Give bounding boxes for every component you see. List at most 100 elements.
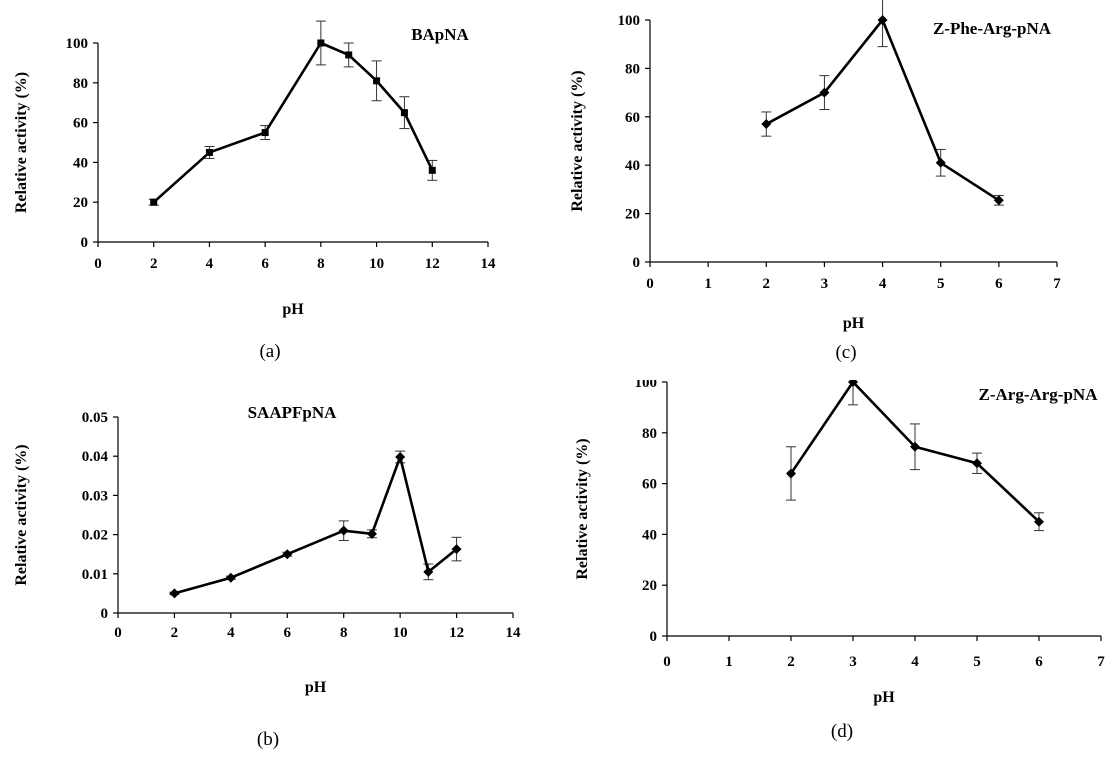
x-tick-label: 0 [114,625,122,641]
x-tick-label: 7 [1053,276,1061,292]
y-tick-label: 20 [73,195,88,211]
data-point [819,87,830,98]
x-tick-label: 6 [995,276,1003,292]
chart-b-svg: 0 0.01 0.02 0.03 0.04 0.05 0 2 4 6 8 10 12 14 SAAPFpNA… [13,403,522,750]
y-tick-label: 60 [73,116,88,132]
x-tick-label: 3 [821,276,829,292]
series-label: Z-Phe-Arg-pNA [933,19,1052,38]
x-tick-label: 10 [369,256,384,272]
x-tick-label: 0 [663,654,671,670]
x-tick-label: 12 [449,625,464,641]
data-point [877,15,888,25]
x-tick-label: 2 [150,256,158,272]
y-tick-label: 80 [625,61,640,77]
data-point [1034,516,1044,527]
chart-c-svg: 0 20 40 60 80 100 0 1 2 3 4 5 6 7 Z-Phe-Arg-pNA pH Relat… [569,0,1061,363]
data-point [428,166,436,174]
y-tick-label: 100 [66,36,89,52]
x-axis-label: pH [305,679,327,696]
x-tick-label: 2 [171,625,179,641]
data-point [400,109,408,117]
data-point [366,528,377,539]
data-point [205,148,213,156]
x-axis-label: pH [282,301,304,318]
y-tick-label: 100 [635,380,658,391]
data-point [261,129,269,137]
x-tick-label: 4 [911,654,919,670]
x-tick-label: 1 [704,276,712,292]
data-point [761,119,772,130]
x-tick-label: 7 [1097,654,1105,670]
x-tick-label: 14 [506,625,522,641]
data-point [395,451,406,462]
y-axis-label: Relative activity (%) [13,72,30,213]
y-tick-label: 80 [73,76,88,92]
data-point [423,566,434,577]
x-tick-label: 6 [284,625,292,641]
y-tick-label: 40 [642,527,657,543]
data-point [225,572,236,583]
chart-panel-a: 0 20 40 60 80 100 0 2 4 6 8 10 12 14 BApNA pH Relative a… [0,0,560,380]
data-point [338,525,349,536]
y-tick-label: 80 [642,426,657,442]
data-point [993,195,1004,206]
x-tick-label: 6 [1035,654,1043,670]
x-tick-label: 4 [206,256,214,272]
chart-d-svg: 0 20 40 60 80 100 0 1 2 3 4 5 6 7 Z-Arg-Arg-pNA pH Relat… [574,358,1105,742]
x-tick-label: 1 [725,654,733,670]
series-line [174,455,458,595]
y-tick-label: 0 [650,629,658,645]
x-axis-label: pH [843,315,865,332]
y-axis-label: Relative activity (%) [574,438,591,579]
y-tick-label: 0 [101,606,109,622]
data-point [935,157,946,168]
y-axis-label: Relative activity (%) [13,444,30,585]
y-tick-label: 0.05 [82,410,108,426]
data-point [786,468,796,479]
panel-caption: (d) [831,721,853,742]
x-tick-label: 0 [94,256,102,272]
x-tick-label: 12 [425,256,440,272]
y-tick-label: 60 [642,477,657,493]
data-point [373,77,381,85]
chart-panel-c: 0 20 40 60 80 100 0 1 2 3 4 5 6 7 Z-Phe-Arg-pNA pH Relat… [560,0,1120,380]
y-tick-label: 0 [81,235,89,251]
x-tick-label: 4 [879,276,887,292]
data-point [848,377,858,387]
x-tick-label: 5 [973,654,981,670]
panel-caption: (c) [835,342,856,363]
x-tick-label: 2 [763,276,771,292]
chart-a-svg: 0 20 40 60 80 100 0 2 4 6 8 10 12 14 BApNA pH Relative a… [13,20,497,362]
series-label: SAAPFpNA [248,403,338,422]
y-tick-label: 0.03 [82,488,108,504]
y-tick-label: 60 [625,110,640,126]
chart-panel-b: 0 0.01 0.02 0.03 0.04 0.05 0 2 4 6 8 10 12 14 SAAPFpNA… [0,380,560,760]
x-tick-label: 5 [937,276,945,292]
y-tick-label: 100 [618,13,641,29]
panel-caption: (b) [257,729,279,750]
y-axis-label: Relative activity (%) [569,70,586,211]
y-tick-label: 40 [73,155,88,171]
x-axis-label: pH [873,689,895,706]
data-point [345,51,353,59]
data-point [282,549,293,560]
x-tick-label: 6 [261,256,269,272]
y-tick-label: 40 [625,158,640,174]
y-tick-label: 0.04 [82,449,109,465]
data-point [169,588,180,599]
panel-caption: (a) [259,341,280,362]
x-tick-label: 10 [393,625,408,641]
x-tick-label: 8 [340,625,348,641]
x-tick-label: 0 [646,276,654,292]
y-tick-label: 20 [642,578,657,594]
y-tick-label: 0.02 [82,528,108,544]
data-point [910,441,920,452]
x-tick-label: 2 [787,654,795,670]
y-tick-label: 0.01 [82,567,108,583]
data-point [451,544,462,555]
x-tick-label: 14 [481,256,497,272]
x-tick-label: 8 [317,256,325,272]
data-point [972,458,982,469]
series-label: BApNA [411,25,469,44]
series-label: Z-Arg-Arg-pNA [979,385,1099,404]
